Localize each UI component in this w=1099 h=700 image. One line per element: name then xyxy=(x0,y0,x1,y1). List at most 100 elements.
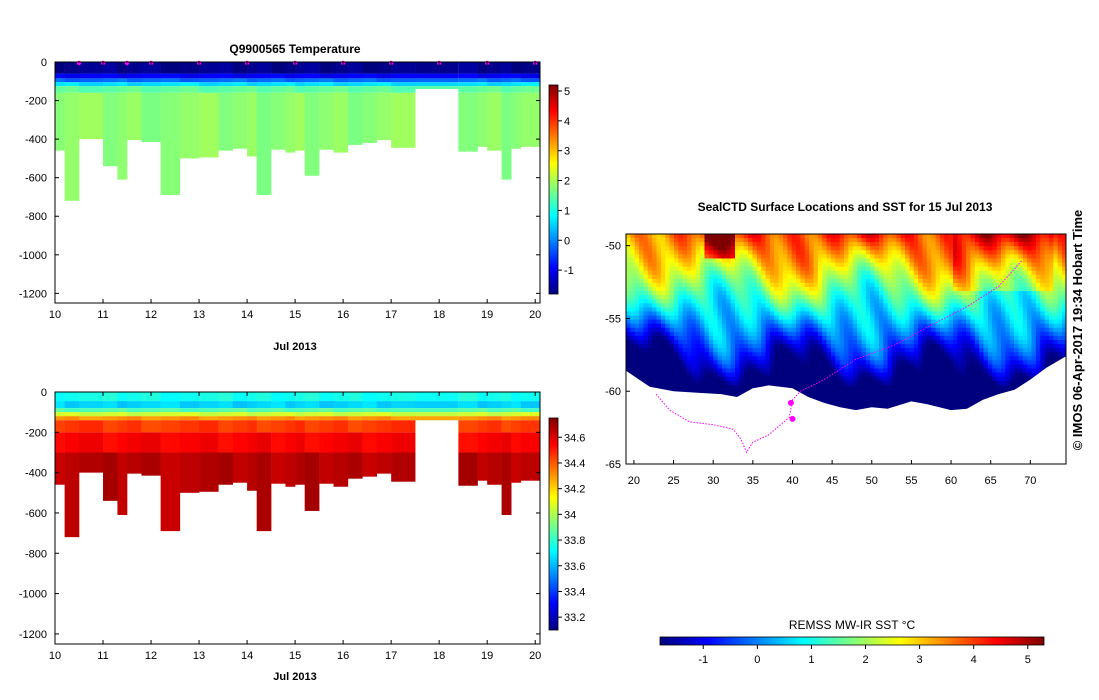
section-cell xyxy=(141,408,161,413)
sst-cell xyxy=(857,278,862,284)
sst-cell xyxy=(769,339,775,345)
sst-cell xyxy=(682,286,688,292)
section-cell xyxy=(256,401,272,409)
sst-cell xyxy=(778,262,784,268)
sst-cell xyxy=(809,274,814,280)
sst-cell xyxy=(835,331,841,337)
sst-cell xyxy=(935,372,941,378)
sst-cell xyxy=(752,234,758,239)
sst-cell xyxy=(839,234,845,239)
sst-cell xyxy=(704,380,710,386)
sst-cell xyxy=(721,376,727,382)
sst-cell xyxy=(905,311,910,316)
section-cell xyxy=(415,416,459,421)
sst-cell xyxy=(730,246,736,251)
sst-cell xyxy=(695,246,701,251)
sst-cell xyxy=(708,384,714,390)
sst-cell xyxy=(739,319,745,325)
sst-cell xyxy=(953,262,958,268)
sst-cell xyxy=(717,270,723,276)
sst-cell xyxy=(957,356,963,361)
sst-cell xyxy=(673,372,679,378)
sst-cell xyxy=(678,339,684,345)
sst-cell xyxy=(726,242,732,247)
section-cell xyxy=(477,412,488,417)
sst-cell xyxy=(826,401,832,406)
sst-cell xyxy=(665,258,671,263)
sst-cell xyxy=(809,356,814,361)
y-tick-label: -1000 xyxy=(19,589,47,601)
sst-cell xyxy=(787,299,793,304)
sst-cell xyxy=(870,331,875,337)
sst-cell xyxy=(830,299,836,304)
sst-cell xyxy=(909,246,915,251)
section-cell xyxy=(347,92,363,145)
sst-cell xyxy=(782,266,788,272)
sst-cell xyxy=(896,384,902,390)
sst-cell xyxy=(891,258,897,263)
sst-cell xyxy=(735,335,740,341)
sst-cell xyxy=(922,372,928,378)
sst-cell xyxy=(739,278,745,284)
sst-cell xyxy=(678,376,684,382)
sst-cell xyxy=(922,331,928,337)
sst-cell xyxy=(748,278,753,284)
sst-cell xyxy=(726,327,732,333)
section-cell xyxy=(501,408,512,413)
sst-cell xyxy=(804,258,810,263)
section-cell xyxy=(376,416,392,421)
sst-cell xyxy=(953,327,958,333)
sst-cell xyxy=(743,335,749,341)
sst-cell xyxy=(883,388,889,394)
sst-cell xyxy=(800,299,806,304)
sst-cell xyxy=(861,238,867,243)
sst-cell xyxy=(643,274,649,280)
sst-cell xyxy=(874,380,880,386)
x-tick-label: 19 xyxy=(481,650,493,662)
sst-cell xyxy=(656,254,662,259)
sst-cell xyxy=(900,262,906,268)
sst-cell xyxy=(844,270,849,276)
sst-cell xyxy=(957,282,963,288)
section-cell xyxy=(376,452,392,474)
sst-cell xyxy=(735,364,740,369)
sst-cell xyxy=(756,299,762,304)
sst-cell xyxy=(682,339,688,345)
sst-cell xyxy=(774,319,780,325)
sst-cell xyxy=(743,278,749,284)
sst-cell xyxy=(682,327,688,333)
sst-cell xyxy=(926,380,932,386)
sst-cell xyxy=(669,352,675,357)
sst-cell xyxy=(957,286,963,292)
sst-cell xyxy=(656,299,662,304)
sst-cell xyxy=(839,307,845,312)
sst-cell xyxy=(957,319,963,325)
sst-cell xyxy=(865,405,871,410)
sst-cell xyxy=(735,250,740,255)
sst-cell xyxy=(656,352,662,357)
sst-cell xyxy=(896,401,902,406)
sst-cell xyxy=(830,392,836,398)
sst-cell xyxy=(796,311,801,316)
sst-cell xyxy=(848,380,854,386)
sst-cell xyxy=(922,278,928,284)
sst-cell xyxy=(878,315,884,320)
sst-cell xyxy=(913,274,919,280)
sst-cell xyxy=(900,307,906,312)
temperature-panel: Q9900565 Temperature 10 11 12 13 14 15 16 17 18 1… xyxy=(19,42,574,353)
sst-cell xyxy=(826,339,832,345)
sst-cell xyxy=(730,319,736,325)
sst-cell xyxy=(852,250,858,255)
sst-cell xyxy=(748,384,753,390)
sst-cell xyxy=(922,376,928,382)
sst-cell xyxy=(926,278,932,284)
sst-cell xyxy=(891,364,897,369)
sst-cell xyxy=(639,319,644,325)
sst-cell xyxy=(769,323,775,329)
sst-cell xyxy=(791,242,797,247)
sst-cell xyxy=(782,364,788,369)
sst-cell xyxy=(678,303,684,308)
sst-cell xyxy=(931,254,936,259)
sst-cell xyxy=(926,282,932,288)
sst-cell xyxy=(887,303,893,308)
